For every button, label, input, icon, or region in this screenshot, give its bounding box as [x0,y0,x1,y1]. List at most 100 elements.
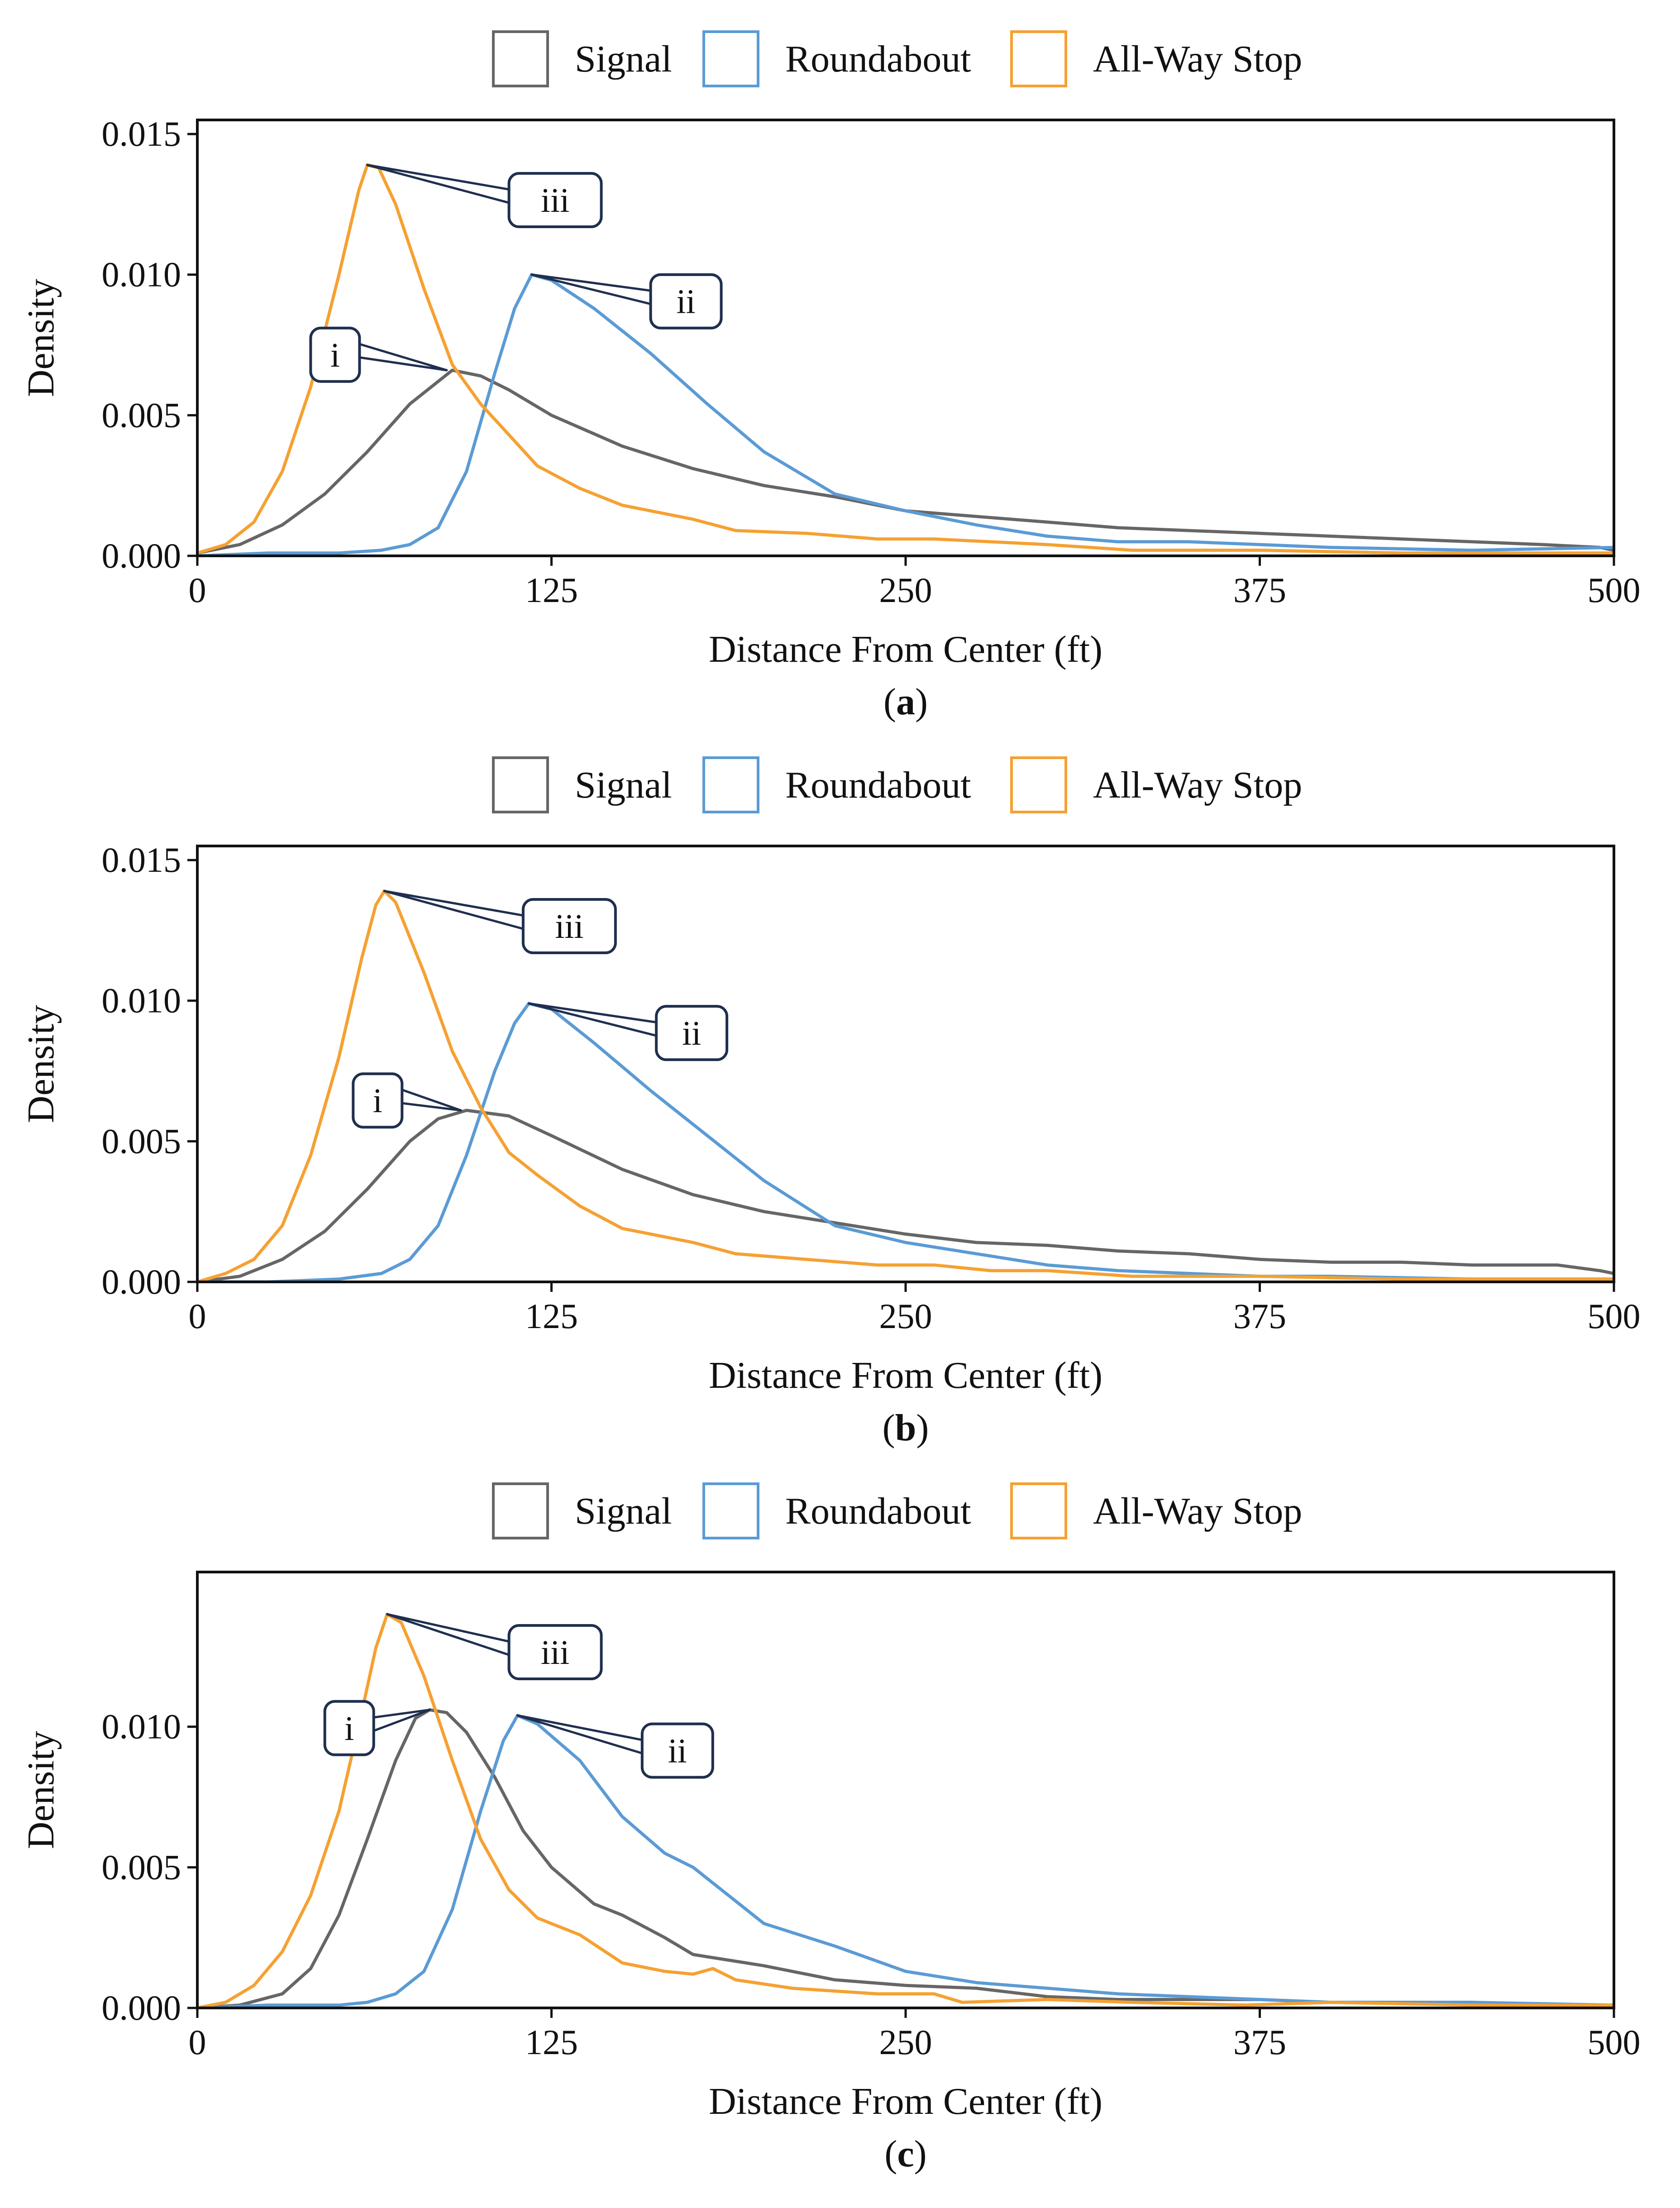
x-tick-label: 500 [1588,2022,1641,2062]
callout-box [521,898,617,955]
y-tick-label: 0.010 [102,1707,181,1746]
callout-i: i [352,1072,462,1129]
legend-label: Roundabout [785,764,971,806]
callout-iii: iii [383,889,617,955]
series-line-roundabout [197,1714,1614,2008]
x-tick-label: 125 [525,2022,578,2062]
caption-open: ( [884,2133,897,2175]
y-tick-label: 0.000 [102,1262,181,1301]
x-tick-label: 250 [879,1296,932,1336]
chart-panel: Signal Roundabout All-Way Stop 0.000 0.005 0.… [20,30,1641,723]
callout-label: ii [676,283,695,321]
x-axis-title: Distance From Center (ft) [709,628,1102,670]
y-tick-label: 0.005 [102,1847,181,1887]
series-line-roundabout [197,273,1614,556]
panel-caption: (a) [883,681,928,723]
legend-swatch [702,1482,759,1539]
callout-pointer [516,1714,644,1754]
plot-frame [196,845,1615,1283]
y-tick-label: 0.015 [102,114,181,153]
callout-label: iii [541,1634,569,1672]
legend-swatch [492,756,549,813]
x-tick-label: 0 [189,570,206,610]
callout-pointer [530,273,652,306]
legend: Signal Roundabout All-Way Stop [492,30,1302,87]
series-line-roundabout [197,1002,1614,1282]
caption-letter: b [895,1407,916,1449]
x-axis-title: Distance From Center (ft) [709,2080,1102,2122]
callout-label: i [373,1082,382,1120]
x-axis-title: Distance From Center (ft) [709,1354,1102,1396]
legend-swatch [1010,30,1067,87]
callout-pointer [401,1089,462,1112]
series-line-signal [197,1109,1614,1282]
callout-i: i [309,326,448,383]
plot-frame [196,1571,1615,2009]
callout-label: iii [555,908,583,946]
caption-close: ) [914,2133,927,2175]
legend-label: Roundabout [785,38,971,80]
callout-box [323,1700,375,1756]
plot-frame [196,119,1615,557]
callout-ii: ii [530,273,723,330]
callout-box [649,273,723,330]
chart-panel: Signal Roundabout All-Way Stop 0.000 0.005 0.… [20,1482,1641,2175]
y-tick-label: 0.005 [102,1121,181,1161]
caption-close: ) [915,681,928,723]
y-axis-title: Density [20,1005,62,1123]
caption-letter: c [897,2133,914,2175]
legend-swatch [702,30,759,87]
callout-label: iii [541,182,569,220]
x-tick-label: 0 [189,1296,206,1336]
y-axis-title: Density [20,279,62,397]
x-tick-label: 0 [189,2022,206,2062]
callout-label: ii [668,1732,687,1770]
callout-iii: iii [366,163,603,229]
legend-label: All-Way Stop [1093,38,1302,80]
x-tick-label: 375 [1233,2022,1286,2062]
callout-box [507,1624,603,1681]
legend-swatch [492,30,549,87]
callout-label: i [344,1710,354,1748]
x-tick-label: 250 [879,2022,932,2062]
panel-caption: (c) [884,2133,926,2175]
callout-pointer [372,1708,431,1732]
callout-box [309,326,361,383]
chart-panel: Signal Roundabout All-Way Stop 0.000 0.005 0.… [20,756,1641,1449]
series-line-signal [197,1708,1614,2008]
callout-box [352,1072,404,1129]
caption-close: ) [916,1407,929,1449]
x-tick-label: 375 [1233,570,1286,610]
legend-swatch [1010,1482,1067,1539]
caption-letter: a [896,681,915,723]
callout-i: i [323,1700,431,1756]
y-tick-label: 0.000 [102,1988,181,2027]
callout-pointer [527,1002,658,1037]
series-group [197,1612,1614,2008]
caption-open: ( [883,681,896,723]
legend-label: Signal [575,38,672,80]
y-tick-label: 0.005 [102,395,181,435]
series-line-all-way-stop [197,889,1614,1282]
series-line-signal [197,368,1614,555]
x-tick-label: 250 [879,570,932,610]
caption-open: ( [883,1407,895,1449]
y-tick-label: 0.000 [102,536,181,575]
legend-label: Roundabout [785,1490,971,1532]
legend-swatch [1010,756,1067,813]
legend-label: All-Way Stop [1093,1490,1302,1532]
callout-pointer [358,343,448,372]
callout-box [640,1722,714,1779]
callout-ii: ii [516,1714,714,1779]
callout-label: ii [682,1014,701,1052]
x-tick-label: 500 [1588,1296,1641,1336]
callout-pointer [366,163,511,204]
x-tick-label: 500 [1588,570,1641,610]
callout-box [507,172,603,229]
x-tick-label: 125 [525,570,578,610]
legend-label: Signal [575,764,672,806]
series-group [197,889,1614,1282]
legend: Signal Roundabout All-Way Stop [492,1482,1302,1539]
